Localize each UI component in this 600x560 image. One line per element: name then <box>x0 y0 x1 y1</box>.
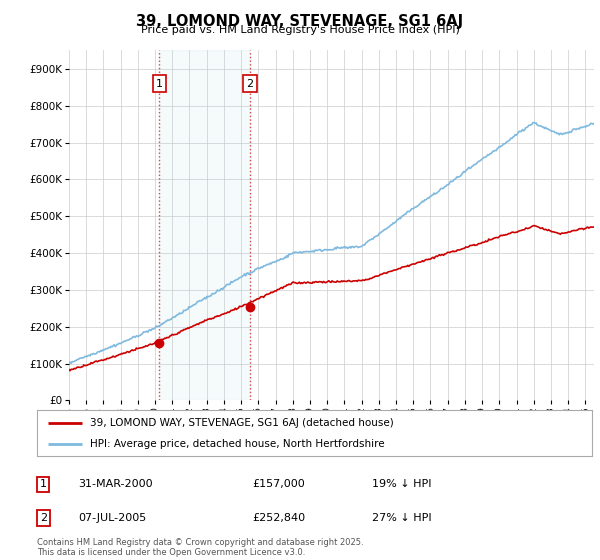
Text: 39, LOMOND WAY, STEVENAGE, SG1 6AJ (detached house): 39, LOMOND WAY, STEVENAGE, SG1 6AJ (deta… <box>90 418 394 428</box>
Text: 07-JUL-2005: 07-JUL-2005 <box>78 513 146 523</box>
Text: Price paid vs. HM Land Registry's House Price Index (HPI): Price paid vs. HM Land Registry's House … <box>140 25 460 35</box>
Bar <box>160 50 250 400</box>
Text: 27% ↓ HPI: 27% ↓ HPI <box>372 513 431 523</box>
Text: 2: 2 <box>247 78 254 88</box>
Text: HPI: Average price, detached house, North Hertfordshire: HPI: Average price, detached house, Nort… <box>90 439 385 449</box>
Text: 19% ↓ HPI: 19% ↓ HPI <box>372 479 431 489</box>
Text: 2: 2 <box>40 513 47 523</box>
Text: 1: 1 <box>40 479 47 489</box>
Text: £252,840: £252,840 <box>252 513 305 523</box>
Text: Contains HM Land Registry data © Crown copyright and database right 2025.
This d: Contains HM Land Registry data © Crown c… <box>37 538 364 557</box>
Text: 39, LOMOND WAY, STEVENAGE, SG1 6AJ: 39, LOMOND WAY, STEVENAGE, SG1 6AJ <box>136 14 464 29</box>
Text: 31-MAR-2000: 31-MAR-2000 <box>78 479 152 489</box>
Text: 1: 1 <box>156 78 163 88</box>
Text: £157,000: £157,000 <box>252 479 305 489</box>
